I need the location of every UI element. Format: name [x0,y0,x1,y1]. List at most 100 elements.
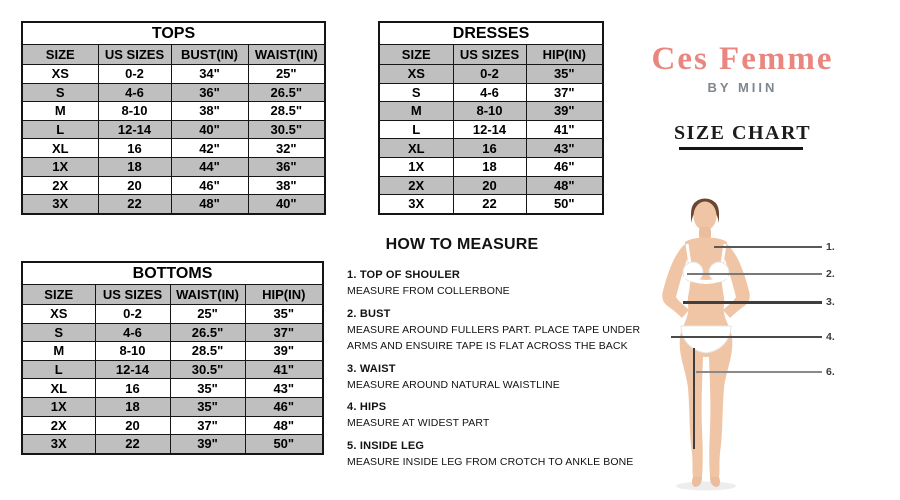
shoulder-measure-line [714,246,822,248]
table-cell: 25" [247,64,326,84]
table-cell: 40" [247,194,326,215]
table-cell: 30.5" [169,359,246,380]
table-row: S 4-6 37" [378,82,604,103]
table-cell: 18 [452,156,527,177]
column-header: HIP(IN) [525,44,604,65]
table-cell: 48" [170,194,249,215]
table-cell: 35" [169,396,246,417]
table-cell: 28.5" [169,341,246,361]
column-header: SIZE [21,284,96,305]
table-cell: 32" [247,138,326,158]
table-cell: 41" [244,359,324,380]
table-title-row: BOTTOMS [21,261,324,285]
table-cell: 42" [170,138,249,158]
brand-byline: BY MIIN [707,80,778,95]
table-row: XS 0-2 35" [378,64,604,84]
table-cell: 36" [247,156,326,177]
table-cell: M [21,101,99,121]
measure-step-desc: MEASURE FROM COLLERBONE [347,285,510,297]
table-cell: 44" [170,156,249,177]
table-cell: 12-14 [452,119,527,140]
table-cell: 4-6 [452,82,527,103]
table-title: DRESSES [378,21,604,45]
table-cell: 0-2 [97,64,172,84]
table-cell: XL [21,138,99,158]
measure-item-shoulder: 1. TOP OF SHOULER MEASURE FROM COLLERBON… [347,268,647,300]
measure-step-label: 5. INSIDE LEG [347,439,425,452]
table-row: XS 0-2 25" 35" [21,304,324,324]
table-cell: 35" [169,378,246,398]
measure-item-inside-leg: 5. INSIDE LEG MEASURE INSIDE LEG FROM CR… [347,439,647,471]
table-title-row: TOPS [21,21,326,45]
neck [699,227,711,240]
table-row: M 8-10 38" 28.5" [21,101,326,121]
measure-step-desc: MEASURE AROUND NATURAL WAISTLINE [347,378,560,391]
table-cell: 4-6 [94,322,171,343]
table-row: L 12-14 40" 30.5" [21,119,326,140]
measure-step-desc: MEASURE AROUND FULLERS PART. PLACE TAPE … [347,323,641,353]
table-cell: 46" [170,175,249,196]
table-cell: 41" [525,119,604,140]
table-cell: 37" [169,415,246,436]
table-title: BOTTOMS [21,261,324,285]
table-cell: 20 [97,175,172,196]
head [693,201,717,231]
measure-line-label: 6. [826,366,835,378]
table-header-row: SIZE US SIZES HIP(IN) [378,44,604,65]
table-row: 2X 20 48" [378,175,604,196]
table-cell: 37" [525,82,604,103]
table-cell: M [378,101,454,121]
table-cell: 0-2 [94,304,171,324]
dresses-size-table: DRESSES SIZE US SIZES HIP(IN) XS 0-2 35" S 4-6 37… [378,21,604,215]
feet [692,477,720,487]
measure-step-label: 3. WAIST [347,362,396,375]
table-cell: 50" [244,434,324,455]
table-header-row: SIZE US SIZES BUST(IN) WAIST(IN) [21,44,326,65]
how-to-measure-title: HOW TO MEASURE [385,236,539,253]
measure-item-hips: 4. HIPS MEASURE AT WIDEST PART [347,400,647,432]
table-cell: 46" [525,156,604,177]
column-header: US SIZES [97,44,172,65]
table-title: TOPS [21,21,326,45]
measure-step-label: 4. HIPS [347,401,387,413]
table-cell: 2X [21,175,99,196]
hips-measure-line [671,336,822,339]
table-cell: 43" [525,138,604,158]
table-row: 2X 20 37" 48" [21,415,324,436]
column-header: WAIST(IN) [247,44,326,65]
table-row: L 12-14 30.5" 41" [21,359,324,380]
table-row: S 4-6 36" 26.5" [21,82,326,103]
table-cell: 3X [21,434,96,455]
table-row: M 8-10 39" [378,101,604,121]
table-cell: 34" [170,64,249,84]
brand-logo: Ces Femme [651,41,834,77]
table-cell: 48" [244,415,324,436]
table-cell: 26.5" [169,322,246,343]
bust-measure-line [687,273,822,275]
measure-line-label: 4. [826,331,835,343]
table-cell: 8-10 [452,101,527,121]
table-row: 1X 18 46" [378,156,604,177]
table-cell: 0-2 [452,64,527,84]
table-cell: 38" [170,101,249,121]
table-row: S 4-6 26.5" 37" [21,322,324,343]
table-cell: 8-10 [97,101,172,121]
table-cell: 12-14 [97,119,172,140]
table-cell: XL [21,378,96,398]
column-header: US SIZES [94,284,171,305]
table-row: XL 16 35" 43" [21,378,324,398]
table-cell: 35" [525,64,604,84]
table-cell: S [21,322,96,343]
table-cell: 16 [94,378,171,398]
column-header: SIZE [378,44,454,65]
measure-item-bust: 2. BUST MEASURE AROUND FULLERS PART. PLA… [347,307,647,355]
table-cell: 20 [94,415,171,436]
table-row: 3X 22 50" [378,194,604,215]
measure-step-label: 2. BUST [347,307,391,320]
table-cell: 3X [21,194,99,215]
table-cell: 46" [244,396,324,417]
table-cell: 18 [94,396,171,417]
table-row: 3X 22 39" 50" [21,434,324,455]
table-cell: 39" [525,101,604,121]
